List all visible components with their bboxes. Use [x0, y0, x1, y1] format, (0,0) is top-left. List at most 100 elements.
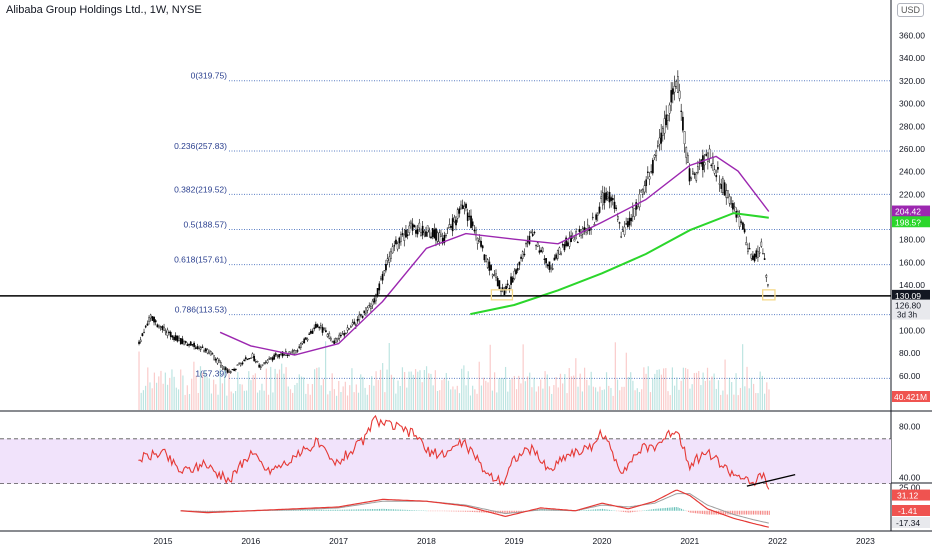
- macd-histogram-bar: [299, 509, 301, 511]
- volume-bar: [636, 388, 638, 410]
- candle-body: [515, 269, 517, 275]
- candle-body: [450, 226, 452, 228]
- candle-body: [545, 258, 547, 264]
- volume-bar: [673, 385, 676, 410]
- volume-bar: [575, 358, 577, 410]
- macd-histogram-bar: [730, 510, 732, 515]
- candle-body: [561, 244, 564, 246]
- moving-average-fast-line[interactable]: [219, 155, 770, 356]
- volume-bar: [474, 389, 476, 410]
- rsi-line[interactable]: [138, 414, 770, 490]
- macd-histogram-bar: [373, 509, 375, 511]
- macd-histogram-bar: [765, 510, 767, 515]
- rsi-trendline[interactable]: [746, 474, 796, 487]
- highlight-box[interactable]: [490, 289, 514, 301]
- volume-bar: [213, 379, 215, 410]
- macd-histogram-bar: [389, 509, 391, 511]
- time-tick-label: 2018: [417, 536, 436, 546]
- volume-bar: [768, 389, 770, 410]
- volume-bar: [184, 394, 186, 410]
- candle-body: [420, 232, 422, 236]
- volume-bar: [316, 367, 318, 410]
- fib-level-label: 0.382(219.52): [174, 184, 227, 194]
- volume-bar: [322, 379, 324, 410]
- candle-body: [436, 232, 439, 242]
- macd-line[interactable]: [180, 489, 769, 528]
- macd-histogram-bar: [324, 509, 326, 511]
- macd-histogram-bar: [484, 510, 486, 513]
- candle-body: [421, 225, 424, 236]
- candle-body: [466, 212, 469, 221]
- macd-histogram-bar: [619, 510, 621, 512]
- highlight-box[interactable]: [762, 289, 776, 301]
- moving-average-slow-line[interactable]: [470, 212, 769, 316]
- fib-level-label: 0.236(257.83): [174, 141, 227, 151]
- volume-bar: [524, 381, 526, 410]
- candle-body: [668, 104, 671, 114]
- volume-bar: [542, 388, 544, 410]
- volume-bar: [715, 388, 717, 410]
- macd-histogram-bar: [594, 509, 596, 511]
- macd-histogram-bar: [675, 507, 677, 511]
- macd-histogram-bar: [393, 509, 395, 511]
- volume-bar: [160, 370, 162, 410]
- candle-body: [296, 350, 299, 352]
- candle-body: [558, 247, 561, 255]
- candle-body: [710, 164, 713, 166]
- macd-histogram-bar: [630, 510, 632, 513]
- volume-bar: [270, 366, 272, 410]
- candle-body: [747, 247, 749, 252]
- candle-body: [163, 326, 165, 331]
- volume-bar: [390, 374, 393, 410]
- macd-histogram-bar: [688, 510, 690, 512]
- macd-histogram-bar: [459, 510, 461, 512]
- candle-body: [241, 362, 244, 365]
- price-badge-text: 198.5?: [895, 217, 921, 227]
- macd-histogram-bar: [408, 509, 410, 511]
- macd-histogram-bar: [501, 510, 503, 514]
- candle-body: [598, 206, 601, 213]
- currency-button[interactable]: USD: [896, 3, 924, 17]
- macd-histogram-bar: [586, 509, 588, 511]
- volume-bar: [254, 373, 256, 410]
- volume-bar: [421, 382, 423, 410]
- candle-body: [278, 354, 281, 358]
- candle-body: [363, 310, 366, 314]
- macd-histogram-bar: [521, 510, 523, 512]
- candle-body: [226, 369, 229, 373]
- volume-bar: [428, 373, 430, 410]
- candle-body: [388, 256, 391, 263]
- volume-bar: [671, 367, 674, 410]
- candle-body: [728, 196, 731, 204]
- volume-bar: [158, 376, 160, 410]
- macd-histogram-bar: [479, 510, 481, 513]
- volume-bar: [597, 391, 599, 410]
- macd-histogram-bar: [364, 509, 366, 511]
- macd-histogram-bar: [742, 510, 744, 515]
- volume-bar: [500, 377, 502, 410]
- candle-body: [473, 229, 476, 232]
- volume-bar: [441, 380, 443, 410]
- time-tick-label: 2022: [768, 536, 787, 546]
- macd-histogram-bar: [366, 509, 368, 511]
- volume-bar: [669, 395, 671, 410]
- candle-body: [261, 364, 264, 366]
- volume-bar: [491, 390, 494, 410]
- macd-histogram-bar: [751, 510, 753, 515]
- time-tick-label: 2023: [856, 536, 875, 546]
- macd-histogram-bar: [603, 509, 605, 511]
- candle-body: [453, 216, 456, 222]
- candle-body: [310, 330, 312, 334]
- candle-body: [628, 217, 631, 226]
- volume-bar: [759, 371, 761, 410]
- candle-body: [763, 258, 766, 260]
- macd-histogram-bar: [665, 507, 667, 511]
- price-tick-label: 280.00: [899, 121, 925, 131]
- candle-body: [341, 333, 344, 335]
- macd-histogram-bar: [347, 509, 349, 511]
- candle-body: [548, 261, 551, 270]
- candle-body: [461, 204, 464, 209]
- candle-body: [480, 240, 482, 247]
- macd-histogram-bar: [593, 509, 595, 511]
